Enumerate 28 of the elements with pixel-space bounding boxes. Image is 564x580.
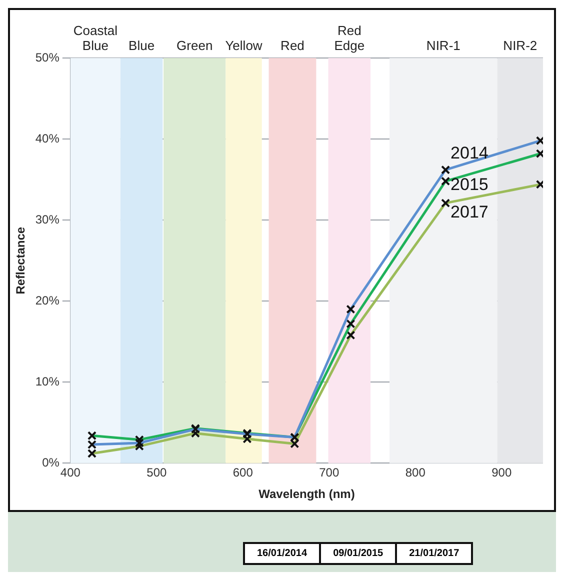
series-label: 2017 xyxy=(450,202,488,222)
band-label: NIR-1 xyxy=(426,38,460,53)
x-tick-label: 800 xyxy=(405,466,426,480)
band-label: Green xyxy=(176,38,213,53)
y-axis-title: Reflectance xyxy=(14,226,28,294)
text: 16/01/2014 xyxy=(244,543,320,564)
x-tick-label: 600 xyxy=(232,466,254,480)
y-tick-label: 10% xyxy=(35,374,60,388)
band-label: Coastal Blue xyxy=(73,23,118,53)
text: 21/01/2017 xyxy=(396,543,472,564)
y-tick-label: 40% xyxy=(35,131,60,146)
x-tick-label: 900 xyxy=(492,466,512,480)
y-tick-label: 20% xyxy=(35,293,60,308)
band-label: Red Edge xyxy=(334,23,365,53)
y-tick-label: 0% xyxy=(42,456,60,470)
text: 09/01/2015 xyxy=(320,543,396,564)
band-label: Red xyxy=(280,38,304,53)
x-axis-title: Wavelength (nm) xyxy=(258,487,355,502)
band-label: Yellow xyxy=(225,38,263,53)
series-label: 2014 xyxy=(450,144,488,163)
x-tick-label: 500 xyxy=(146,466,167,480)
y-tick-label: 50% xyxy=(35,50,60,64)
x-tick-label: 400 xyxy=(60,466,81,480)
band-label: NIR-2 xyxy=(503,38,538,53)
x-tick-label: 700 xyxy=(319,466,340,480)
y-tick-label: 30% xyxy=(35,212,60,226)
series-label: 2015 xyxy=(450,174,488,194)
band-label: Blue xyxy=(128,38,155,53)
